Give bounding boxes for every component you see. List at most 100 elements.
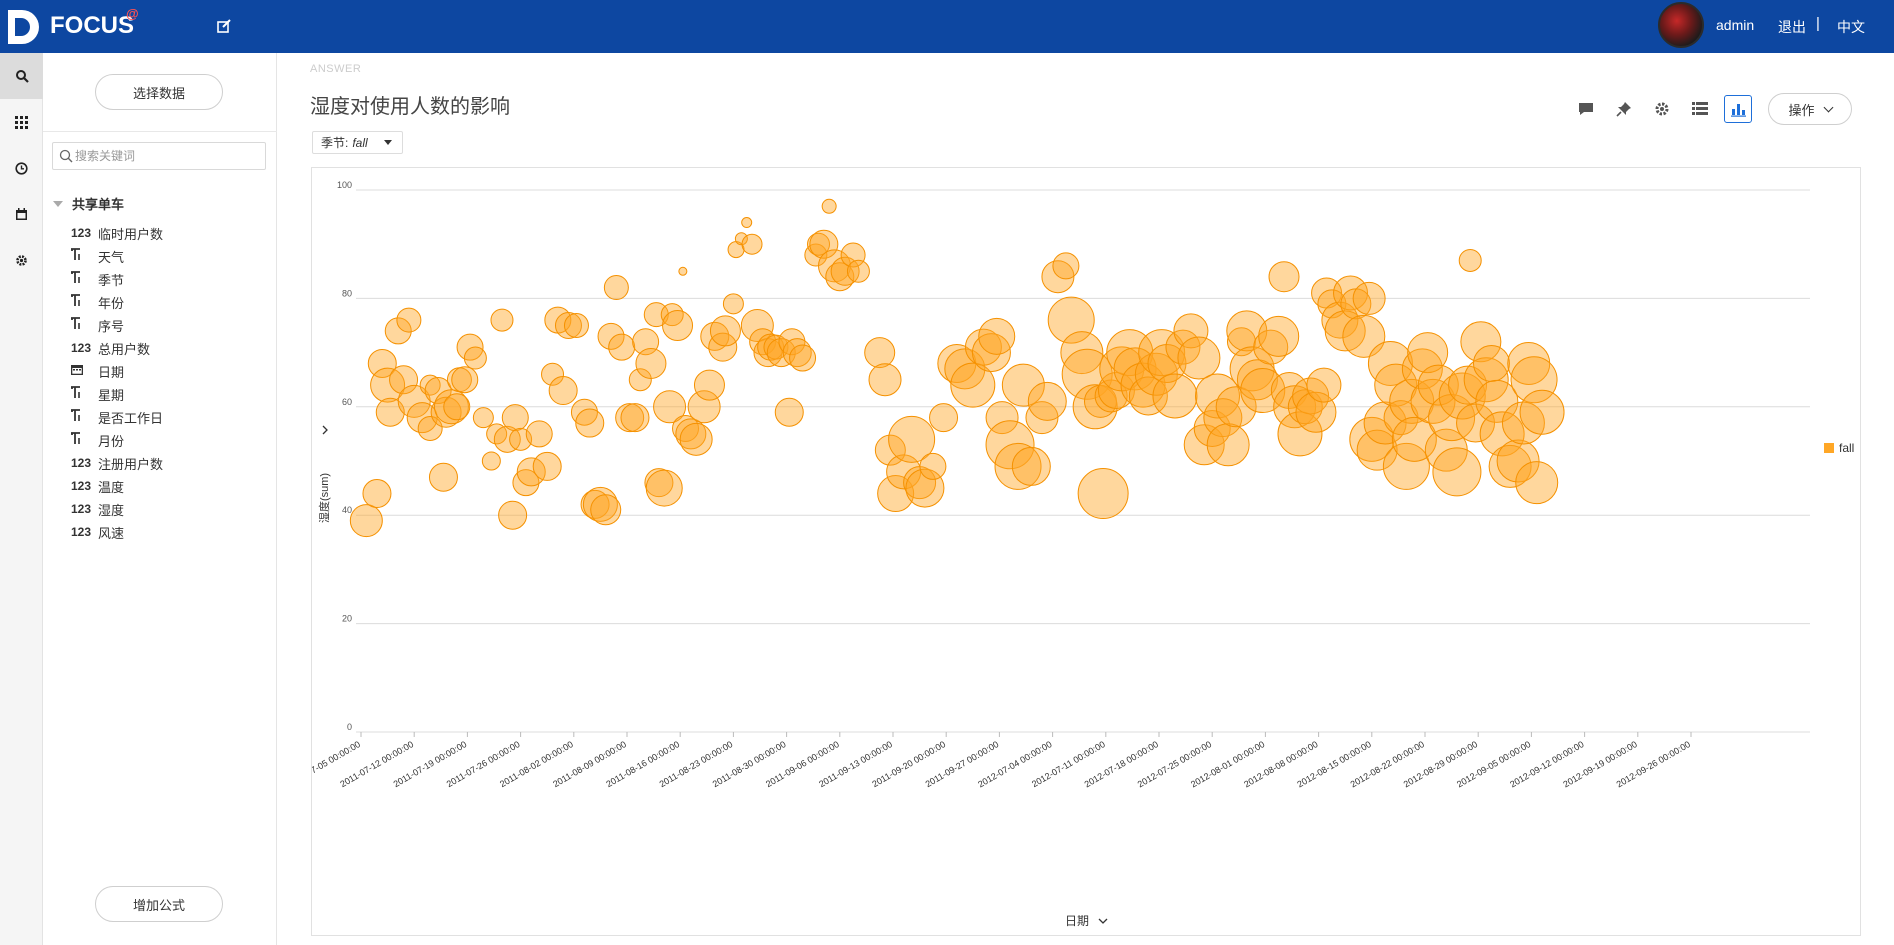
bubble-point[interactable] <box>1463 357 1509 403</box>
bubble-point[interactable] <box>433 389 469 425</box>
bubble-point[interactable] <box>1077 468 1129 520</box>
field-item[interactable]: 123 湿度 <box>71 499 124 519</box>
rail-search[interactable] <box>0 53 43 99</box>
x-axis-label[interactable]: 日期 <box>1065 914 1089 928</box>
bubble-point[interactable] <box>1510 356 1558 404</box>
bubble-point[interactable] <box>1060 331 1104 375</box>
bubble-point[interactable] <box>1011 446 1051 486</box>
bubble-point[interactable] <box>512 469 540 497</box>
bubble-point[interactable] <box>807 232 831 256</box>
bubble-point[interactable] <box>1113 347 1157 391</box>
chart-settings-button[interactable] <box>1648 95 1676 123</box>
bubble-point[interactable] <box>1072 384 1118 430</box>
bubble-point[interactable] <box>809 229 839 259</box>
bubble-point[interactable] <box>709 315 741 347</box>
bubble-point[interactable] <box>548 376 578 406</box>
bubble-point[interactable] <box>789 344 817 372</box>
bubble-point[interactable] <box>1226 327 1256 357</box>
bubble-point[interactable] <box>1206 423 1250 467</box>
field-item[interactable]: 年份 <box>71 292 124 312</box>
bubble-point[interactable] <box>580 489 610 519</box>
bubble-point[interactable] <box>644 468 674 498</box>
bubble-point[interactable] <box>603 275 629 301</box>
bubble-point[interactable] <box>1258 315 1300 357</box>
bubble-point[interactable] <box>734 232 748 246</box>
bubble-point[interactable] <box>493 425 521 453</box>
bubble-point[interactable] <box>532 451 562 481</box>
bubble-point[interactable] <box>1094 379 1128 413</box>
bubble-point[interactable] <box>1001 363 1045 407</box>
bubble-point[interactable] <box>1195 373 1241 419</box>
bubble-point[interactable] <box>563 313 589 338</box>
field-item[interactable]: 123 温度 <box>71 476 124 496</box>
bubble-point[interactable] <box>1501 401 1545 445</box>
bubble-point[interactable] <box>451 366 479 394</box>
bubble-point[interactable] <box>1407 332 1449 374</box>
operations-button[interactable]: 操作 <box>1768 93 1852 125</box>
add-formula-button[interactable]: 增加公式 <box>95 886 223 922</box>
field-item[interactable]: 序号 <box>71 315 124 335</box>
bubble-point[interactable] <box>389 365 419 395</box>
bubble-point[interactable] <box>1475 379 1519 423</box>
bubble-point[interactable] <box>1027 381 1067 421</box>
bubble-point[interactable] <box>1324 310 1366 352</box>
bubble-point[interactable] <box>643 302 669 328</box>
bubble-point[interactable] <box>396 307 422 333</box>
bubble-point[interactable] <box>570 398 598 426</box>
rail-apps[interactable] <box>0 99 43 145</box>
table-view-button[interactable] <box>1686 95 1714 123</box>
rail-settings[interactable] <box>0 237 43 283</box>
bubble-point[interactable] <box>541 362 565 386</box>
bubble-point[interactable] <box>645 469 683 507</box>
bubble-point[interactable] <box>582 486 618 522</box>
bubble-point[interactable] <box>367 348 397 378</box>
bubble-point[interactable] <box>660 303 684 327</box>
rail-history[interactable] <box>0 145 43 191</box>
bubble-point[interactable] <box>778 328 806 356</box>
bubble-point[interactable] <box>1203 398 1243 438</box>
bubble-point[interactable] <box>1052 252 1080 280</box>
bubble-point[interactable] <box>1138 329 1186 377</box>
bubble-point[interactable] <box>687 390 721 424</box>
bubble-point[interactable] <box>1473 344 1510 382</box>
field-item[interactable]: 季节 <box>71 269 124 289</box>
bubble-point[interactable] <box>950 362 996 408</box>
avatar[interactable] <box>1658 2 1704 48</box>
tree-root[interactable]: 共享单车 <box>53 194 124 213</box>
logout-link[interactable]: 退出 <box>1778 19 1806 35</box>
caret-down-icon[interactable] <box>53 200 63 207</box>
bubble-point[interactable] <box>1458 248 1482 272</box>
bubble-point[interactable] <box>766 338 796 368</box>
bubble-point[interactable] <box>877 475 915 513</box>
bubble-point[interactable] <box>456 333 484 361</box>
bubble-point[interactable] <box>443 393 471 421</box>
edit-icon[interactable] <box>216 18 232 34</box>
bubble-point[interactable] <box>985 401 1019 435</box>
bubble-point[interactable] <box>1083 384 1117 418</box>
bubble-point[interactable] <box>1173 313 1209 349</box>
bubble-point[interactable] <box>472 407 494 429</box>
bubble-point[interactable] <box>749 328 777 356</box>
bubble-point[interactable] <box>1389 378 1435 424</box>
legend-label[interactable]: fall <box>1839 441 1854 455</box>
field-item[interactable]: 星期 <box>71 384 124 404</box>
bubble-point[interactable] <box>428 462 458 492</box>
bubble-point[interactable] <box>1410 378 1456 424</box>
bubble-point[interactable] <box>662 310 694 341</box>
language-switch[interactable]: 中文 <box>1837 19 1865 35</box>
bubble-point[interactable] <box>1152 373 1198 419</box>
search-box[interactable] <box>52 142 266 170</box>
bubble-point[interactable] <box>1488 444 1532 488</box>
bubble-point[interactable] <box>1479 411 1525 457</box>
bubble-point[interactable] <box>498 500 528 530</box>
bubble-point[interactable] <box>1496 439 1540 483</box>
field-item[interactable]: 123 风速 <box>71 522 124 542</box>
bubble-point[interactable] <box>888 415 936 463</box>
bubble-point[interactable] <box>678 266 688 276</box>
bubble-point[interactable] <box>1367 340 1413 386</box>
bubble-point[interactable] <box>590 494 622 526</box>
bubble-point[interactable] <box>741 233 763 255</box>
bubble-point[interactable] <box>774 397 804 427</box>
season-filter[interactable]: 季节: fall <box>312 131 403 154</box>
